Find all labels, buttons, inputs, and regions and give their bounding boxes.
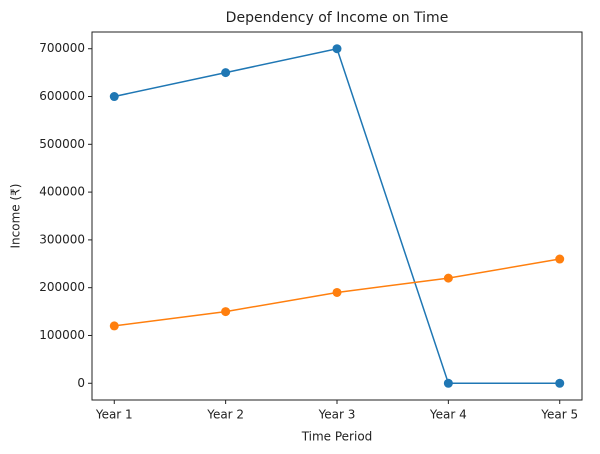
x-tick-label: Year 4: [429, 408, 467, 422]
y-tick-label: 500000: [39, 137, 85, 151]
point: [443, 273, 453, 283]
y-tick-label: 700000: [39, 41, 85, 55]
point: [332, 287, 342, 297]
y-tick-label: 300000: [39, 232, 85, 246]
point: [555, 378, 565, 388]
y-tick-label: 100000: [39, 328, 85, 342]
series-line: [114, 47, 560, 385]
x-tick-label: Year 5: [540, 408, 578, 422]
chart-title: Dependency of Income on Time: [226, 10, 449, 26]
x-axis-label: Time Period: [301, 430, 373, 444]
y-tick-label: 0: [77, 376, 85, 390]
point: [109, 92, 119, 102]
y-tick-label: 600000: [39, 89, 85, 103]
point: [221, 68, 231, 78]
point: [109, 321, 119, 331]
y-tick-label: 200000: [39, 280, 85, 294]
point: [221, 307, 231, 317]
x-tick-label: Year 1: [95, 408, 133, 422]
x-tick-label: Year 2: [206, 408, 244, 422]
x-tick-label: Year 3: [318, 408, 356, 422]
y-axis-label: Income (₹): [9, 184, 23, 249]
y-tick-label: 400000: [39, 185, 85, 199]
point: [555, 254, 565, 264]
plot-frame: [91, 31, 583, 401]
point: [443, 378, 453, 388]
point: [332, 44, 342, 54]
